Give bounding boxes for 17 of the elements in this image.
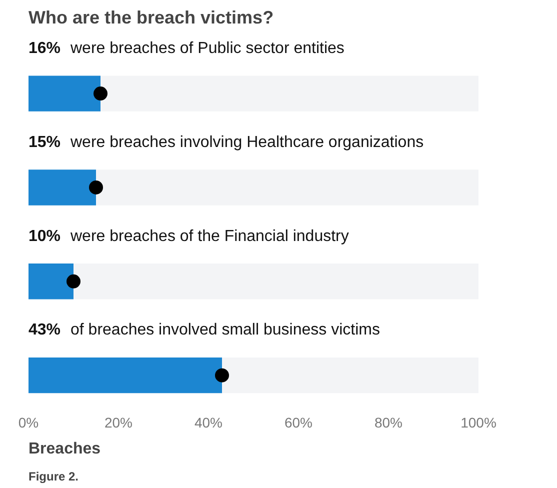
x-tick-label: 100% [460, 414, 496, 430]
y-tick-label: were breaches of Public sector entities [70, 40, 344, 57]
y-tick-label: were breaches involving Healthcare organizations [70, 134, 424, 151]
text: 10% [28, 228, 61, 245]
x-tick-label: 60% [284, 414, 313, 430]
text: 15% [28, 134, 61, 151]
y-tick-label: of breaches involved small business victims [70, 322, 380, 339]
y-tick-label: were breaches of the Financial industry [70, 228, 349, 245]
x-tick-label: 0% [18, 414, 39, 430]
chart-title: Who are the breach victims? [28, 8, 274, 28]
x-tick-label: 20% [104, 414, 133, 430]
x-axis-title: Breaches [28, 440, 101, 458]
x-tick-label: 80% [374, 414, 403, 430]
text: 16% [28, 40, 61, 57]
text: 43% [28, 322, 61, 339]
x-tick-label: 40% [194, 414, 223, 430]
caption: Figure 2. [28, 470, 79, 484]
